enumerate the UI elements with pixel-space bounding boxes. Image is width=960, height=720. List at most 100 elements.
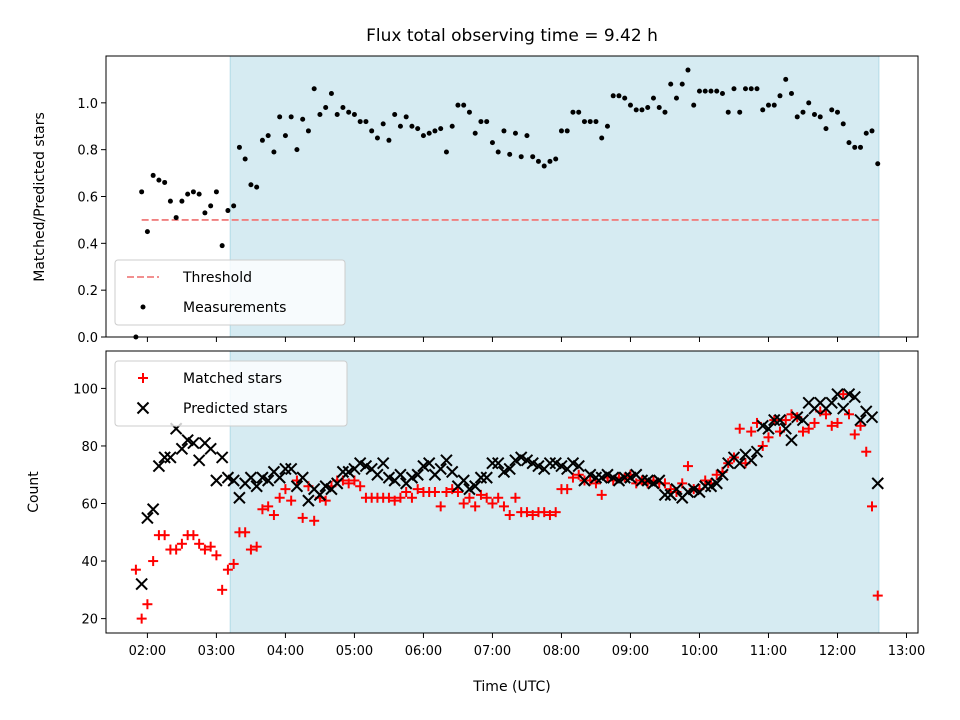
y-tick-label: 80	[81, 440, 98, 455]
predicted-stars-point	[440, 454, 453, 467]
predicted-stars-point	[376, 457, 390, 470]
measurement-point	[231, 203, 237, 209]
predicted-stars-point	[152, 459, 166, 473]
matched-stars-point	[838, 389, 849, 400]
matched-stars-point	[211, 550, 222, 561]
measurement-point	[144, 229, 150, 235]
matched-stars-point	[803, 423, 814, 434]
predicted-stars-point	[146, 503, 160, 516]
measurement-point	[783, 76, 789, 82]
matched-stars-point	[458, 498, 469, 509]
matched-stars-point	[470, 501, 481, 512]
measurement-point	[185, 191, 191, 197]
predicted-stars-point	[750, 445, 764, 458]
predicted-stars-point	[233, 491, 246, 504]
measurement-point	[265, 133, 271, 139]
measurement-point	[771, 102, 777, 108]
y-tick-label: 100	[73, 382, 98, 397]
measurement-point	[282, 133, 288, 139]
predicted-stars-point	[768, 413, 781, 427]
measurement-point	[869, 128, 875, 134]
measurement-point	[363, 119, 369, 125]
measurement-point	[173, 215, 179, 221]
matched-stars-point	[199, 544, 210, 555]
measurement-point	[380, 121, 386, 127]
measurement-point	[875, 161, 881, 167]
count-legend: Matched stars Predicted stars	[114, 360, 348, 427]
matched-stars-point	[401, 487, 412, 497]
predicted-stars-point	[457, 474, 470, 487]
measurement-point	[633, 107, 639, 113]
measurement-point	[817, 114, 823, 120]
predicted-stars-point	[313, 488, 327, 502]
measurement-point	[725, 109, 731, 115]
measurement-point	[610, 93, 616, 99]
matched-stars-point	[245, 544, 256, 555]
matched-stars-point	[274, 492, 285, 503]
matched-stars-point	[297, 512, 308, 523]
measurement-point	[834, 109, 840, 115]
measurement-point	[294, 147, 300, 153]
matched-stars-point	[757, 440, 768, 451]
matched-stars-point	[309, 515, 320, 526]
measurement-point	[277, 114, 283, 120]
measurement-point	[518, 154, 524, 160]
matched-stars-point	[395, 492, 406, 503]
predicted-stars-point	[658, 488, 672, 502]
predicted-stars-point	[796, 413, 810, 427]
measurement-point	[495, 149, 501, 155]
matched-stars-point	[510, 492, 521, 503]
measurement-point	[466, 109, 472, 115]
measurement-point	[449, 123, 455, 129]
measurement-point	[650, 95, 656, 101]
predicted-stars-point	[210, 474, 223, 487]
matched-stars-point	[217, 584, 228, 595]
matched-stars-point	[286, 495, 297, 506]
matched-stars-point	[826, 420, 837, 431]
measurement-point	[800, 109, 806, 115]
predicted-stars-point	[837, 402, 850, 415]
measurement-point	[754, 86, 760, 92]
measurement-point	[254, 184, 260, 190]
measurement-point	[156, 177, 162, 183]
ratio-legend: Threshold Measurements	[114, 259, 346, 326]
y-tick-label: 0.0	[77, 331, 98, 346]
x-tick-label: 03:00	[198, 644, 235, 659]
matched-stars-point	[355, 481, 366, 492]
y-tick-label: 20	[81, 613, 98, 628]
predicted-stars-point	[336, 465, 350, 479]
measurement-point	[507, 151, 513, 157]
predicted-stars-point	[330, 477, 344, 490]
measurement-point	[863, 130, 869, 136]
matched-stars-point	[280, 484, 291, 495]
measurement-point	[731, 86, 737, 92]
predicted-stars-point	[141, 511, 154, 525]
measurement-point	[179, 198, 185, 204]
measurement-point	[599, 135, 605, 141]
measurement-point	[162, 179, 168, 185]
matched-stars-point	[205, 541, 216, 552]
x-tick-label: 08:00	[543, 644, 580, 659]
matched-stars-point	[539, 507, 550, 518]
x-tick-label: 02:00	[129, 644, 166, 659]
predicted-stars-point	[854, 413, 867, 427]
predicted-stars-point	[486, 457, 499, 470]
measurement-point	[622, 95, 628, 101]
matched-stars-point	[228, 558, 239, 569]
measurement-point	[489, 140, 495, 146]
predicted-stars-point	[290, 480, 304, 493]
matched-stars-point	[435, 501, 446, 512]
measurement-point	[455, 102, 461, 108]
matched-stars-point	[567, 472, 578, 483]
measurement-point	[547, 158, 553, 164]
measurement-point	[478, 119, 484, 125]
matched-stars-point	[441, 487, 452, 497]
predicted-stars-point	[434, 462, 447, 476]
measurement-point	[190, 189, 196, 195]
predicted-stars-point	[158, 451, 171, 464]
measurement-point	[374, 135, 380, 141]
measurement-point	[426, 130, 432, 136]
measurement-point	[288, 114, 294, 120]
predicted-stars-point	[670, 482, 683, 496]
matched-stars-point	[544, 510, 555, 521]
